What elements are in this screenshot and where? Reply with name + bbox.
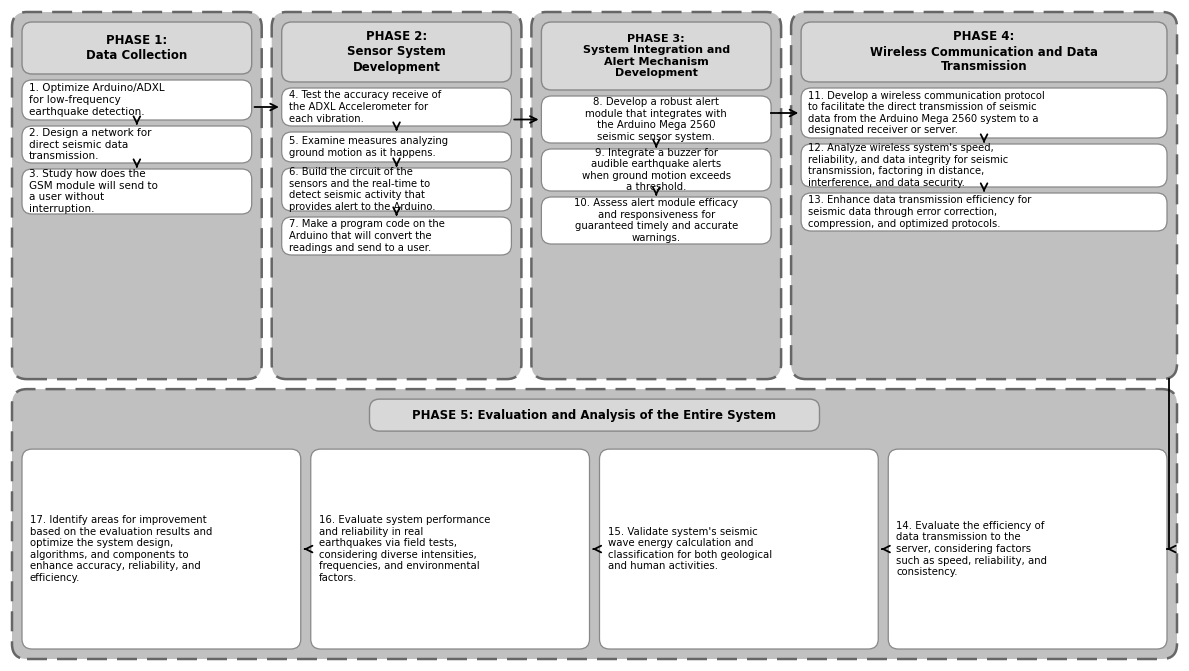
Text: 9. Integrate a buzzer for
audible earthquake alerts
when ground motion exceeds
a: 9. Integrate a buzzer for audible earthq… — [581, 148, 731, 193]
FancyBboxPatch shape — [801, 22, 1166, 82]
Text: 7. Make a program code on the
Arduino that will convert the
readings and send to: 7. Make a program code on the Arduino th… — [289, 219, 445, 252]
Text: 12. Analyze wireless system's speed,
reliability, and data integrity for seismic: 12. Analyze wireless system's speed, rel… — [809, 143, 1008, 188]
FancyBboxPatch shape — [272, 12, 522, 379]
FancyBboxPatch shape — [23, 169, 252, 214]
Text: 2. Design a network for
direct seismic data
transmission.: 2. Design a network for direct seismic d… — [29, 128, 151, 161]
FancyBboxPatch shape — [23, 126, 252, 163]
Text: 11. Develop a wireless communication protocol
to facilitate the direct transmiss: 11. Develop a wireless communication pro… — [809, 91, 1045, 136]
Text: 13. Enhance data transmission efficiency for
seismic data through error correcti: 13. Enhance data transmission efficiency… — [809, 195, 1032, 229]
Text: 10. Assess alert module efficacy
and responsiveness for
guaranteed timely and ac: 10. Assess alert module efficacy and res… — [574, 198, 738, 243]
FancyBboxPatch shape — [801, 88, 1166, 138]
Text: PHASE 4:
Wireless Communication and Data
Transmission: PHASE 4: Wireless Communication and Data… — [870, 30, 1099, 74]
Text: PHASE 5: Evaluation and Analysis of the Entire System: PHASE 5: Evaluation and Analysis of the … — [413, 409, 776, 421]
FancyBboxPatch shape — [23, 80, 252, 120]
FancyBboxPatch shape — [370, 399, 819, 431]
FancyBboxPatch shape — [801, 193, 1166, 231]
FancyBboxPatch shape — [282, 217, 511, 255]
Text: 4. Test the accuracy receive of
the ADXL Accelerometer for
each vibration.: 4. Test the accuracy receive of the ADXL… — [289, 91, 441, 123]
Text: PHASE 2:
Sensor System
Development: PHASE 2: Sensor System Development — [347, 30, 446, 74]
FancyBboxPatch shape — [12, 12, 262, 379]
FancyBboxPatch shape — [541, 197, 772, 244]
FancyBboxPatch shape — [801, 144, 1166, 187]
FancyBboxPatch shape — [599, 449, 879, 649]
FancyBboxPatch shape — [12, 389, 1177, 659]
FancyBboxPatch shape — [541, 22, 772, 90]
FancyBboxPatch shape — [531, 12, 781, 379]
FancyBboxPatch shape — [888, 449, 1166, 649]
FancyBboxPatch shape — [541, 96, 772, 143]
FancyBboxPatch shape — [282, 88, 511, 126]
FancyBboxPatch shape — [23, 22, 252, 74]
Text: PHASE 1:
Data Collection: PHASE 1: Data Collection — [87, 34, 188, 62]
FancyBboxPatch shape — [23, 449, 301, 649]
FancyBboxPatch shape — [310, 449, 590, 649]
Text: 5. Examine measures analyzing
ground motion as it happens.: 5. Examine measures analyzing ground mot… — [289, 136, 448, 158]
Text: 1. Optimize Arduino/ADXL
for low-frequency
earthquake detection.: 1. Optimize Arduino/ADXL for low-frequen… — [29, 83, 164, 117]
Text: 6. Build the circuit of the
sensors and the real-time to
detect seismic activity: 6. Build the circuit of the sensors and … — [289, 167, 435, 212]
FancyBboxPatch shape — [282, 168, 511, 211]
Text: 16. Evaluate system performance
and reliability in real
earthquakes via field te: 16. Evaluate system performance and reli… — [319, 515, 490, 583]
Text: 3. Study how does the
GSM module will send to
a user without
interruption.: 3. Study how does the GSM module will se… — [29, 169, 158, 214]
Text: 17. Identify areas for improvement
based on the evaluation results and
optimize : 17. Identify areas for improvement based… — [30, 515, 213, 583]
Text: 14. Evaluate the efficiency of
data transmission to the
server, considering fact: 14. Evaluate the efficiency of data tran… — [897, 521, 1048, 577]
Text: 8. Develop a robust alert
module that integrates with
the Arduino Mega 2560
seis: 8. Develop a robust alert module that in… — [585, 97, 728, 142]
FancyBboxPatch shape — [282, 132, 511, 162]
FancyBboxPatch shape — [282, 22, 511, 82]
FancyBboxPatch shape — [791, 12, 1177, 379]
Text: PHASE 3:
System Integration and
Alert Mechanism
Development: PHASE 3: System Integration and Alert Me… — [583, 34, 730, 79]
FancyBboxPatch shape — [541, 149, 772, 191]
Text: 15. Validate system's seismic
wave energy calculation and
classification for bot: 15. Validate system's seismic wave energ… — [608, 527, 772, 572]
